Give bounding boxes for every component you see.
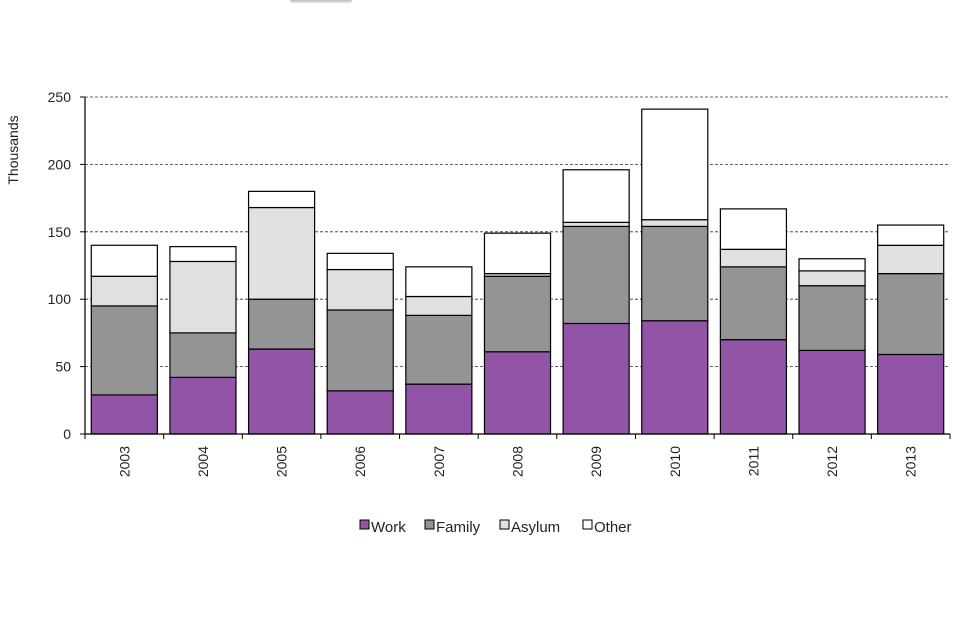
bar-segment-asylum-2009: [562, 221, 630, 228]
bar-segment-family-2007: [405, 314, 473, 385]
bar-segment-asylum-2010: [641, 219, 709, 228]
legend-label-work: Work: [371, 519, 406, 536]
bar-segment-work-2011: [719, 339, 788, 435]
bar-segment-asylum-2013: [877, 244, 945, 275]
x-tick-label: 2006: [352, 446, 368, 477]
legend-label-family: Family: [436, 519, 481, 536]
x-tick-label: 2013: [903, 446, 919, 477]
bar-segment-family-2003: [90, 305, 158, 396]
bar-segment-asylum-2011: [719, 248, 788, 268]
bar-segment-family-2005: [247, 298, 316, 350]
legend-swatch-asylum: [499, 519, 510, 530]
bar-segment-work-2010: [641, 320, 709, 435]
x-tick-label: 2007: [431, 446, 447, 477]
legend-label-other: Other: [594, 519, 632, 536]
bar-segment-other-2006: [326, 252, 394, 271]
bar-segment-family-2008: [483, 275, 552, 353]
bar-segment-asylum-2005: [247, 206, 316, 300]
bar-segment-work-2004: [169, 376, 237, 435]
bar-segment-other-2012: [798, 258, 866, 272]
bar-segment-family-2013: [877, 272, 945, 356]
legend-swatch-other: [582, 519, 593, 530]
x-tick-label: 2012: [824, 446, 840, 477]
bar-segment-work-2007: [405, 383, 473, 435]
bar-segment-asylum-2003: [90, 275, 158, 307]
y-tick-label: 100: [48, 291, 72, 307]
bar-segment-work-2009: [562, 322, 630, 435]
axes: 0 50 100 150 200 250 2003 2004 2005 2006 2007 2008 2…: [48, 89, 951, 477]
legend-swatch-family: [424, 519, 435, 530]
bar-segment-work-2006: [326, 390, 394, 435]
x-tick-label: 2004: [195, 446, 211, 477]
y-tick-label: 50: [55, 359, 71, 375]
bar-segment-family-2004: [169, 332, 237, 378]
y-tick-label: 0: [63, 426, 71, 442]
x-tick-label: 2010: [667, 446, 683, 477]
bar-segment-other-2004: [169, 246, 237, 263]
bar-segment-family-2010: [641, 225, 709, 322]
bar-segment-other-2009: [562, 169, 630, 223]
bars: [90, 108, 945, 435]
bar-segment-work-2012: [798, 349, 866, 435]
bar-segment-other-2003: [90, 244, 158, 277]
bar-segment-other-2007: [405, 266, 473, 298]
y-tick-label: 200: [48, 156, 72, 172]
x-tick-label: 2005: [274, 446, 290, 477]
bar-segment-family-2012: [798, 285, 866, 352]
legend-label-asylum: Asylum: [511, 519, 560, 536]
bar-segment-family-2009: [562, 225, 630, 325]
bar-segment-asylum-2006: [326, 268, 394, 311]
x-tick-label: 2009: [588, 446, 604, 477]
legend: Work Family Asylum Other: [359, 519, 632, 536]
bar-segment-other-2005: [247, 190, 316, 209]
bar-segment-asylum-2012: [798, 270, 866, 287]
bar-segment-other-2013: [877, 224, 945, 246]
x-tick-label: 2008: [510, 446, 526, 477]
y-tick-label: 150: [48, 224, 72, 240]
bar-segment-other-2008: [483, 232, 552, 275]
bar-segment-work-2003: [90, 394, 158, 435]
bar-segment-other-2011: [719, 208, 788, 250]
top-edge-artifact: [290, 0, 352, 3]
y-tick-label: 250: [48, 89, 72, 105]
bar-segment-family-2011: [719, 266, 788, 341]
y-axis-title: Thousands: [5, 115, 21, 184]
x-tick-label: 2003: [116, 446, 132, 477]
legend-swatch-work: [359, 519, 370, 530]
bar-segment-work-2008: [483, 351, 552, 435]
bar-segment-family-2006: [326, 309, 394, 392]
bar-segment-asylum-2004: [169, 260, 237, 334]
x-tick-label: 2011: [745, 446, 761, 476]
bar-segment-other-2010: [641, 108, 709, 221]
bar-segment-work-2013: [877, 353, 945, 435]
bar-segment-asylum-2007: [405, 295, 473, 316]
bar-segment-work-2005: [247, 348, 316, 435]
